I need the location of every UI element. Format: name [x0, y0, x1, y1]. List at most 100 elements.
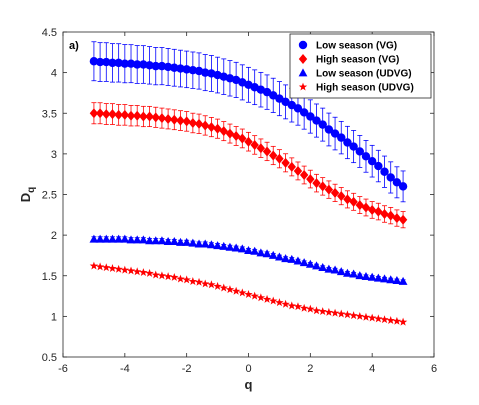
data-point [262, 249, 272, 258]
data-point [89, 57, 99, 66]
series-1 [89, 102, 408, 229]
data-point [287, 161, 296, 172]
data-point [269, 150, 278, 161]
legend-marker [298, 40, 308, 50]
data-point [380, 274, 389, 283]
panel-label: a) [69, 40, 79, 52]
data-point [349, 142, 358, 151]
data-point [380, 315, 389, 324]
data-point [145, 268, 154, 277]
svg-text:Dq: Dq [18, 187, 37, 203]
data-point [194, 118, 204, 129]
data-point [287, 100, 296, 110]
data-point [275, 298, 284, 307]
data-point [89, 234, 99, 243]
data-point [182, 116, 191, 127]
data-point [225, 285, 235, 294]
data-point [95, 108, 105, 119]
data-point [207, 122, 216, 133]
legend-marker [298, 54, 308, 64]
data-point [207, 240, 216, 249]
data-point [219, 126, 228, 137]
data-point [398, 317, 408, 326]
data-point [312, 261, 321, 270]
x-tick-label: 4 [369, 363, 375, 375]
data-point [250, 246, 260, 255]
legend-box [289, 33, 432, 99]
data-point [330, 129, 340, 138]
data-point [349, 269, 359, 278]
data-point [380, 209, 389, 219]
data-point [318, 181, 327, 192]
data-point [269, 91, 278, 100]
data-point [126, 266, 136, 275]
data-point [133, 60, 142, 69]
data-point [318, 307, 327, 316]
data-point [201, 279, 210, 288]
data-point [157, 236, 167, 245]
data-point [101, 234, 111, 243]
data-point [114, 234, 124, 243]
data-point [151, 236, 161, 245]
data-point [176, 237, 185, 246]
x-tick-label: 6 [431, 363, 437, 375]
y-tick-label: 0.5 [42, 352, 57, 364]
data-point [120, 109, 130, 120]
x-tick-label: -4 [120, 363, 130, 375]
data-point [256, 248, 266, 257]
data-point [275, 153, 284, 164]
legend: Low season (VG) High season (VG) Low seaso… [289, 33, 432, 99]
y-tick-label: 1 [51, 311, 57, 323]
data-point [163, 237, 173, 246]
data-point [343, 268, 352, 277]
data-point [312, 178, 321, 189]
data-point [200, 239, 210, 248]
data-point [299, 258, 309, 267]
x-axis-label: q [245, 377, 253, 392]
data-point [299, 303, 309, 312]
data-point [281, 299, 290, 308]
legend-marker [298, 68, 308, 77]
data-point [306, 304, 315, 313]
data-point [324, 184, 334, 195]
data-point [349, 311, 358, 320]
data-marks [89, 41, 408, 326]
data-point [268, 250, 278, 259]
data-point [318, 120, 327, 129]
data-point [299, 108, 309, 117]
data-point [120, 265, 130, 274]
data-point [133, 267, 142, 276]
data-point [138, 235, 148, 244]
data-point [312, 306, 321, 315]
data-point [169, 237, 179, 246]
data-point [170, 114, 179, 125]
data-point [163, 113, 173, 124]
x-tick-label: -6 [58, 363, 68, 375]
data-point [151, 61, 160, 71]
legend-entry: High season (VG) [316, 55, 399, 66]
data-point [126, 59, 136, 68]
y-tick-label: 4 [51, 68, 57, 80]
y-axis-label-main: D [18, 193, 33, 202]
data-point [244, 245, 253, 254]
data-point [380, 167, 389, 176]
data-point [324, 307, 334, 316]
data-point [361, 271, 371, 280]
data-point [231, 131, 241, 141]
data-point [176, 64, 185, 73]
y-axis-label: Dq [18, 187, 37, 203]
data-point [95, 262, 105, 271]
data-point [176, 115, 185, 126]
data-point [237, 244, 247, 253]
data-point [367, 204, 377, 215]
data-point [262, 146, 272, 157]
data-point [256, 143, 266, 154]
data-point [324, 264, 334, 273]
data-point [367, 156, 377, 166]
data-point [262, 87, 272, 97]
legend-entry: Low season (UDVG) [316, 69, 412, 80]
data-point [287, 301, 296, 310]
data-point [139, 60, 148, 69]
data-point [293, 104, 303, 113]
data-point [305, 259, 315, 268]
